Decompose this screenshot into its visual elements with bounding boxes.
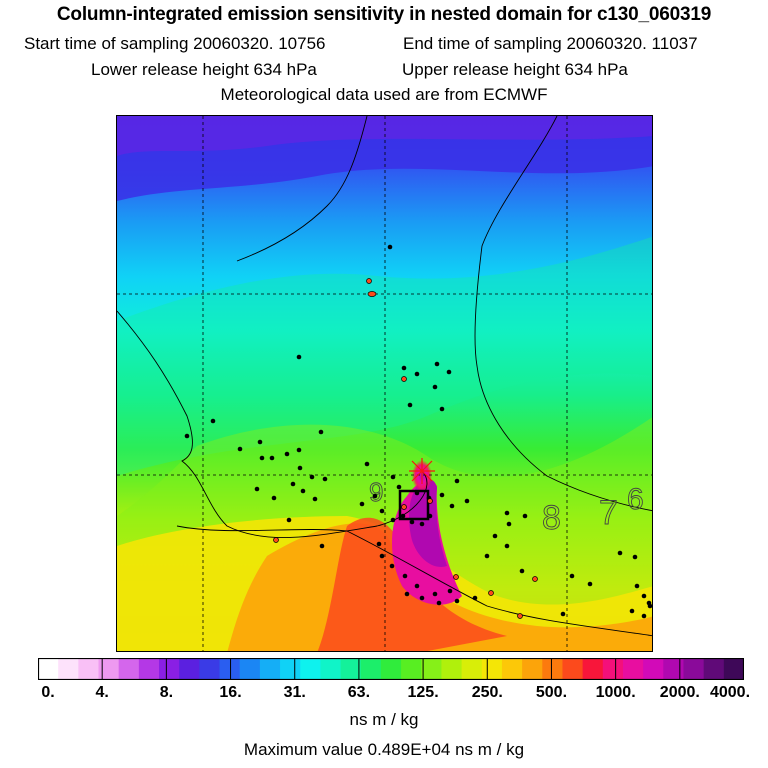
colorbar-tick-label: 2000.: [659, 684, 700, 701]
colorbar-tick-label: 63.: [347, 684, 371, 701]
colorbar-segment: [582, 658, 604, 680]
end-time-label: End time of sampling 20060320. 11037: [403, 34, 698, 53]
colorbar-segment: [643, 658, 664, 680]
colorbar-segment: [380, 658, 402, 680]
colorbar-segment: [663, 658, 685, 680]
colorbar-segment: [501, 658, 523, 680]
contour-label: 9: [369, 477, 383, 507]
colorbar-segment: [219, 658, 241, 680]
colorbar-border: [37, 657, 745, 681]
coastline-west: [117, 310, 428, 538]
colorbar-segment: [138, 658, 160, 680]
colorbar-segment: [259, 658, 281, 680]
release-box: [398, 489, 430, 521]
colorbar-segment: [179, 658, 200, 680]
release-point-marker: [409, 458, 435, 484]
colorbar-segment: [320, 658, 342, 680]
colorbar-segment: [441, 658, 463, 680]
colorbar-segment: [622, 658, 644, 680]
sensitivity-map: 9 8 7 6: [116, 115, 653, 652]
contour-label: 8: [542, 499, 561, 537]
colorbar-tick-label: 16.: [219, 684, 242, 701]
colorbar: [37, 657, 745, 681]
colorbar-units: ns m / kg: [349, 710, 419, 729]
colorbar-segment: [58, 658, 79, 680]
start-time-label: Start time of sampling 20060320. 10756: [24, 34, 326, 53]
lower-release-height-label: Lower release height 634 hPa: [91, 60, 317, 79]
contour-label: 6: [627, 483, 644, 516]
colorbar-segment: [340, 658, 362, 680]
colorbar-tick-label: 4000.: [709, 684, 751, 701]
upper-release-height-label: Upper release height 634 hPa: [402, 60, 628, 79]
colorbar-segment: [562, 658, 584, 680]
colorbar-tick-label: 8.: [159, 684, 174, 701]
colorbar-segment: [78, 658, 100, 680]
colorbar-segment: [118, 658, 140, 680]
station-dots-highlighted: [273, 278, 538, 619]
colorbar-segment: [280, 658, 301, 680]
colorbar-segment: [461, 658, 483, 680]
colorbar-tick-label: 0.: [41, 684, 55, 701]
colorbar-segment: [481, 658, 503, 680]
met-data-label: Meteorological data used are from ECMWF: [220, 85, 548, 104]
colorbar-segment: [159, 658, 180, 680]
colorbar-tick-label: 1000.: [595, 684, 636, 701]
moderate-sensitivity-band: [117, 236, 652, 476]
maximum-value-label: Maximum value 0.489E+04 ns m / kg: [243, 740, 525, 759]
colorbar-segment: [683, 658, 705, 680]
colorbar-tick-label: 4.: [95, 684, 109, 701]
plot-title: Column-integrated emission sensitivity i…: [56, 4, 712, 25]
colorbar-segment: [602, 658, 624, 680]
colorbar-segment: [98, 658, 120, 680]
colorbar-segment: [401, 658, 422, 680]
contour-label: 7: [599, 494, 618, 532]
colorbar-segment: [542, 658, 564, 680]
colorbar-segment: [38, 658, 59, 680]
coastline-pacific: [176, 525, 652, 637]
colorbar-tick-label: 31.: [283, 684, 306, 701]
colorbar-segment: [522, 658, 543, 680]
coastline-gulf: [474, 116, 652, 512]
colorbar-segment: [360, 658, 382, 680]
colorbar-tick-label: 125.: [407, 684, 439, 701]
colorbar-segment: [199, 658, 221, 680]
colorbar-segment: [421, 658, 443, 680]
colorbar-segment: [239, 658, 261, 680]
station-dots: [184, 244, 652, 619]
colorbar-tick-label: 500.: [535, 684, 568, 701]
colorbar-segment: [703, 658, 725, 680]
colorbar-segment: [300, 658, 321, 680]
colorbar-tick-label: 250.: [471, 684, 503, 701]
colorbar-segment: [723, 658, 745, 680]
